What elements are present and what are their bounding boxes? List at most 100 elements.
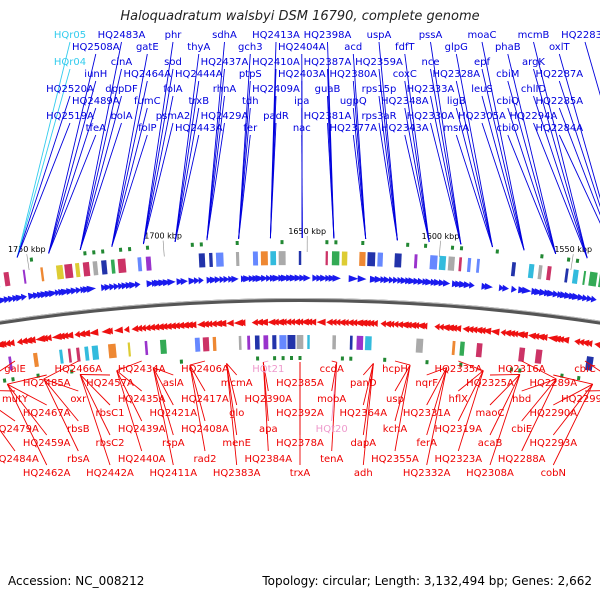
gene-label: cinA (111, 57, 133, 68)
cog-bar-inner (272, 335, 277, 350)
reverse-gene-arrow (507, 330, 516, 338)
gene-label: mutY (2, 394, 29, 405)
cog-bar-outer (278, 251, 286, 266)
forward-gene-arrow (534, 288, 545, 296)
gene-label: HQ2442A (86, 468, 134, 479)
gene-label: aslA (163, 378, 184, 389)
forward-gene-arrow (228, 275, 234, 283)
leader-line (142, 95, 174, 245)
kbp-markers: 1750 kbp 1700 kbp 1650 kbp 1600 kbp 1550 kbp (8, 227, 592, 271)
leader-line (394, 364, 411, 422)
leader-line (116, 370, 142, 392)
gene-label: HQ2285A (535, 96, 583, 107)
cog-bar-outer (110, 259, 116, 274)
gene-label: panD (350, 378, 377, 389)
leader-line (558, 134, 600, 224)
gene-label: psmA2 (156, 111, 191, 122)
cog-bar-outer (588, 271, 598, 287)
gene-label: HQ2409A (252, 84, 300, 95)
gene-label: cbiO (497, 123, 520, 134)
leader-line (489, 374, 521, 466)
reverse-gene-arrow (300, 318, 309, 326)
cog-bar-outer (331, 251, 340, 266)
leader-line (6, 384, 48, 466)
cog-bar-inner (212, 336, 217, 351)
reverse-gene-arrow (309, 318, 317, 326)
gene-label: cbiE (511, 424, 532, 435)
gene-label: HQ2348A (381, 96, 429, 107)
gene-label: maoC (476, 408, 505, 419)
leader-line (7, 383, 47, 406)
cog-bar-outer (64, 263, 74, 279)
forward-gene-arrow (40, 291, 50, 299)
forward-gene-arrow (397, 276, 403, 284)
leader-line (584, 360, 600, 372)
gene-label: fumC (134, 96, 161, 107)
cog-bar-outer (413, 254, 418, 269)
gene-label: HQ2466A (54, 364, 102, 375)
reverse-gene-arrow (147, 323, 156, 331)
gene-label: HQ2467A (23, 408, 71, 419)
leader-line (489, 374, 521, 436)
leader-line (111, 134, 148, 247)
leader-line (79, 374, 111, 406)
forward-gene-arrow (458, 280, 468, 288)
reverse-gene-arrow (466, 326, 474, 334)
forward-gene-arrow (413, 277, 421, 285)
gene-label: gch3 (238, 42, 263, 53)
gene-label: HQt21 (252, 364, 284, 375)
leader-line (48, 80, 97, 254)
leader-line (521, 378, 557, 392)
cog-bar-outer (341, 251, 348, 266)
reverse-gene-arrow (392, 320, 399, 328)
gene-label: trxB (189, 96, 210, 107)
gene-label: rspA (162, 438, 185, 449)
rna-feature-marker (450, 245, 455, 250)
forward-gene-arrow (36, 291, 45, 299)
leader-line (378, 41, 398, 241)
gene-label: pssA (419, 30, 443, 41)
leader-line (111, 107, 148, 247)
cog-bar-inner (59, 349, 64, 364)
gene-label: HQt20 (316, 424, 348, 435)
accession-text: Accession: NC_008212 (8, 574, 145, 588)
gene-label: HQ2323A (434, 454, 482, 465)
reverse-gene-arrow (372, 320, 378, 327)
leader-line (79, 68, 122, 250)
forward-gene-arrow (121, 282, 129, 290)
gene-label: folP (138, 123, 156, 134)
leader-line (455, 80, 493, 248)
forward-gene-arrow (125, 282, 133, 289)
leader-line (0, 429, 16, 452)
forward-gene-arrow (392, 276, 399, 284)
leader-line (142, 122, 174, 245)
forward-gene-arrow (316, 274, 324, 282)
cog-bar-outer (74, 262, 81, 278)
leader-line (48, 107, 97, 254)
gene-label: HQ2421A (149, 408, 197, 419)
gene-label: bolA (110, 111, 132, 122)
gene-label: leuS (471, 84, 493, 95)
leader-line (362, 363, 374, 466)
gene-label: nqrF (415, 378, 438, 389)
cog-bar-inner (459, 341, 465, 356)
reverse-gene-arrow (343, 319, 349, 327)
cog-bar-inner (84, 346, 90, 361)
leader-line (521, 378, 557, 452)
reverse-gene-arrow (578, 339, 585, 346)
gene-label: trxA (290, 468, 311, 479)
forward-gene-arrow (463, 281, 472, 289)
reverse-gene-arrow (289, 318, 295, 326)
cog-bar-outer (40, 267, 45, 282)
cog-bar-inner (76, 347, 81, 362)
gene-label: HQ2406A (181, 364, 229, 375)
gene-label: HQ2384A (244, 454, 292, 465)
gene-label: HQ2328A (432, 69, 480, 80)
rna-feature-marker (334, 240, 338, 245)
leader-line (7, 374, 47, 385)
gene-label: HQ2434A (118, 364, 166, 375)
gene-label: cobN (541, 468, 566, 479)
cog-bar-outer (117, 258, 127, 274)
forward-gene-arrow (117, 282, 124, 290)
